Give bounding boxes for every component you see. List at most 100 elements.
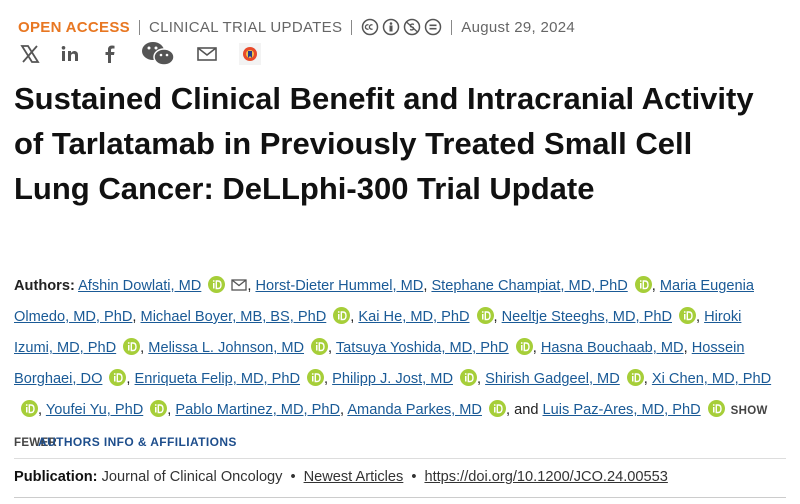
separator <box>351 19 353 35</box>
author-link[interactable]: Xi Chen, MD, PhD <box>651 371 772 387</box>
orcid-icon[interactable] <box>307 369 325 386</box>
author-link[interactable]: Hasna Bouchaab, MD <box>540 340 684 356</box>
orcid-i <box>631 376 634 382</box>
orcid-icon[interactable] <box>515 338 533 355</box>
author-separator: , <box>493 309 498 325</box>
orcid-d <box>496 404 503 414</box>
author-link[interactable]: Amanda Parkes, MD <box>347 402 482 418</box>
author-link[interactable]: Pablo Martinez, MD, PhD <box>175 402 341 418</box>
orcid-dot <box>155 404 157 406</box>
orcid-icon[interactable] <box>476 307 494 324</box>
orcid-i <box>155 407 157 413</box>
orcid-i <box>464 376 467 382</box>
orcid-icon[interactable] <box>311 338 329 355</box>
author-link[interactable]: Neeltje Steeghs, MD, PhD <box>501 309 672 325</box>
orcid-dot <box>25 404 28 406</box>
share-mendeley[interactable] <box>238 42 262 66</box>
orcid-i <box>128 345 130 351</box>
publish-date: August 29, 2024 <box>461 18 576 36</box>
author-link[interactable]: Luis Paz-Ares, MD, PhD <box>542 402 701 418</box>
author-separator: , <box>132 309 137 325</box>
orcid-icon[interactable] <box>333 307 351 324</box>
share-bar <box>20 40 262 68</box>
doi-link[interactable]: https://doi.org/10.1200/JCO.24.00553 <box>424 469 668 485</box>
author-link[interactable]: Michael Boyer, MB, BS, PhD <box>140 309 327 325</box>
orcid-i <box>312 376 314 382</box>
share-email[interactable] <box>196 45 218 63</box>
author-link[interactable]: Shirish Gadgeel, MD <box>485 371 620 387</box>
author-link[interactable]: Tatsuya Yoshida, MD, PhD <box>335 340 509 356</box>
author-separator: , <box>683 340 688 356</box>
orcid-i <box>316 345 318 351</box>
author-separator: , <box>324 371 329 387</box>
author-link[interactable]: Hiroki Izumi, MD, PhD <box>14 309 742 356</box>
orcid-dot <box>464 373 467 375</box>
share-x[interactable] <box>20 44 40 64</box>
author-separator: , <box>126 371 131 387</box>
orcid-icon[interactable] <box>634 276 652 293</box>
section-label[interactable]: CLINICAL TRIAL UPDATES <box>148 18 343 36</box>
author-link[interactable]: Philipp J. Jost, MD <box>332 371 453 387</box>
author-link[interactable]: Maria Eugenia Olmedo, MD, PhD <box>14 278 754 325</box>
author-separator: , <box>505 402 511 418</box>
affiliations-link[interactable]: AUTHORS INFO & AFFILIATIONS <box>38 435 237 449</box>
author-separator: , <box>340 402 345 418</box>
orcid-i <box>639 283 642 289</box>
orcid-dot <box>493 404 496 406</box>
author-separator: , <box>247 278 252 294</box>
separator <box>138 19 140 35</box>
author-link[interactable]: Enriqueta Felip, MD, PhD <box>134 371 301 387</box>
orcid-dot <box>213 280 215 282</box>
author-link[interactable]: Melissa L. Johnson, MD <box>148 340 305 356</box>
author-link[interactable]: Kai He, MD, PhD <box>358 309 470 325</box>
author-separator: , <box>328 340 333 356</box>
article-title: Sustained Clinical Benefit and Intracran… <box>14 81 754 206</box>
authors-label: Authors: <box>14 278 75 294</box>
orcid-icon[interactable] <box>123 338 141 355</box>
author-link[interactable]: Youfei Yu, PhD <box>45 402 144 418</box>
orcid-icon[interactable] <box>707 400 725 417</box>
divider <box>14 497 786 498</box>
cc-icon <box>362 18 379 36</box>
share-facebook[interactable] <box>100 44 120 64</box>
orcid-dot <box>481 311 484 313</box>
author-separator: , <box>167 402 172 418</box>
orcid-i <box>481 314 484 320</box>
bullet: • <box>411 469 417 485</box>
share-wechat[interactable] <box>140 40 176 68</box>
orcid-i <box>114 376 116 382</box>
publication-label: Publication: <box>14 469 98 485</box>
orcid-d <box>215 280 223 290</box>
author-link[interactable]: Hossein Borghaei, DO <box>14 340 745 387</box>
orcid-dot <box>311 373 314 375</box>
orcid-i <box>26 407 28 413</box>
orcid-dot <box>631 373 634 375</box>
by-icon <box>383 18 400 36</box>
author-link[interactable]: Stephane Champiat, MD, PhD <box>431 278 628 294</box>
share-linkedin[interactable] <box>60 44 80 64</box>
nd-icon <box>425 18 442 36</box>
orcid-icon[interactable] <box>150 400 168 417</box>
orcid-dot <box>315 342 318 344</box>
orcid-icon[interactable] <box>488 400 506 417</box>
author-link[interactable]: Afshin Dowlati, MD <box>78 278 202 294</box>
orcid-dot <box>683 311 686 313</box>
issue-link[interactable]: Newest Articles <box>303 469 404 485</box>
orcid-icon[interactable] <box>459 369 477 386</box>
author-separator: , <box>350 309 355 325</box>
orcid-i <box>683 314 686 320</box>
orcid-d <box>117 373 124 383</box>
license-icons[interactable] <box>361 18 442 36</box>
orcid-icon[interactable] <box>109 369 127 386</box>
email-icon[interactable] <box>231 279 247 291</box>
orcid-icon[interactable] <box>678 307 696 324</box>
show-toggle[interactable]: SHOW FEWER <box>14 405 768 449</box>
orcid-icon[interactable] <box>208 276 226 293</box>
top-line: OPEN ACCESS CLINICAL TRIAL UPDATES Augus… <box>18 16 575 38</box>
orcid-icon[interactable] <box>626 369 644 386</box>
orcid-i <box>493 407 496 413</box>
orcid-dot <box>639 280 642 282</box>
orcid-d <box>130 342 137 352</box>
author-link[interactable]: Horst-Dieter Hummel, MD <box>255 278 424 294</box>
orcid-icon[interactable] <box>21 400 38 417</box>
